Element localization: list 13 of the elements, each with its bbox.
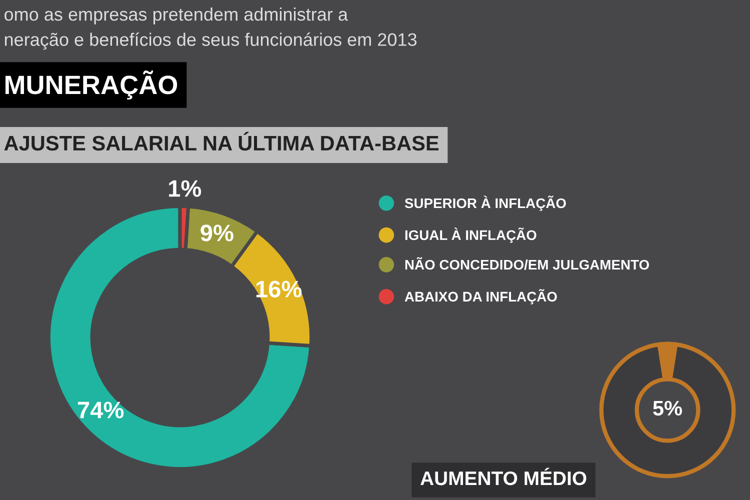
legend-label: NÃO CONCEDIDO/EM JULGAMENTO xyxy=(405,257,649,270)
data-label: 1% xyxy=(169,180,202,197)
legend-label: ABAIXO DA INFLAÇÃO xyxy=(404,289,557,304)
text: neração e benefícios de seus funcionários em 2013 xyxy=(4,32,416,50)
text: AUMENTO MÉDIO xyxy=(420,468,586,486)
data-label: 9% xyxy=(200,224,234,242)
legend-label: SUPERIOR À INFLAÇÃO xyxy=(404,196,566,211)
data-label: 74% xyxy=(78,402,124,418)
text: omo as empresas pretendem administrar a xyxy=(4,8,348,24)
text: MUNERAÇÃO xyxy=(6,70,178,100)
data-label: 5% xyxy=(653,400,682,416)
chart-title: AJUSTE SALARIAL NA ÚLTIMA DATA-BASE xyxy=(4,132,439,151)
legend-label: IGUAL À INFLAÇÃO xyxy=(405,228,536,243)
